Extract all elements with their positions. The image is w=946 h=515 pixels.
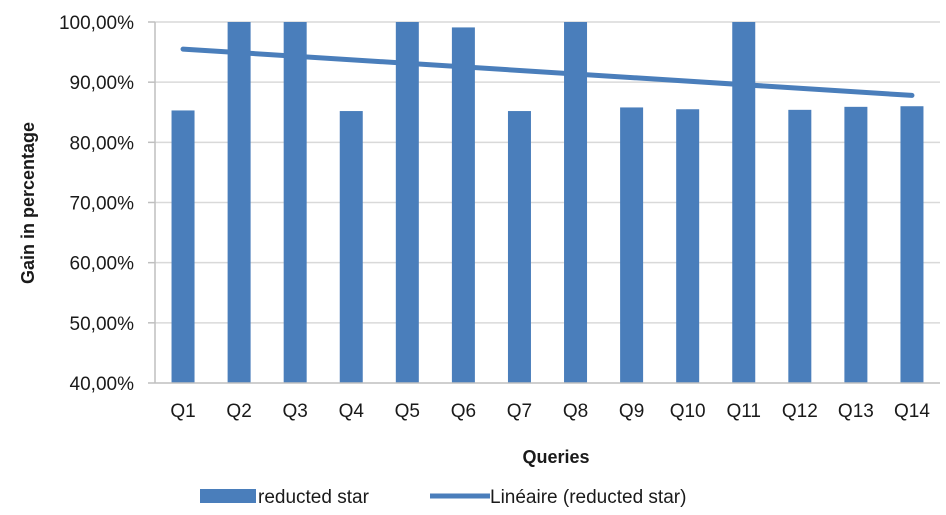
- trendline-layer: [180, 46, 915, 98]
- y-tick-label: 40,00%: [70, 374, 135, 395]
- x-tick-label: Q13: [838, 401, 874, 422]
- y-tick-label: 50,00%: [70, 314, 135, 335]
- x-tick-label: Q8: [563, 401, 588, 422]
- legend-bar-label: reducted star: [258, 487, 370, 508]
- x-tick-label: Q4: [339, 401, 365, 422]
- y-axis-title: Gain in percentage: [18, 122, 38, 284]
- bar: [451, 27, 475, 383]
- y-tick-label: 90,00%: [70, 73, 135, 94]
- bar: [732, 22, 756, 383]
- y-tick-label: 60,00%: [70, 254, 135, 275]
- bar: [564, 22, 588, 383]
- x-tick-label: Q1: [170, 401, 195, 422]
- bar: [900, 106, 924, 383]
- x-tick-label: Q7: [507, 401, 532, 422]
- bar: [283, 22, 307, 383]
- x-tick-label: Q6: [451, 401, 476, 422]
- legend: reducted star Linéaire (reducted star): [200, 487, 686, 508]
- legend-trend-label: Linéaire (reducted star): [490, 487, 686, 508]
- bar: [339, 111, 363, 384]
- x-tick-label: Q10: [670, 401, 706, 422]
- x-tick-label: Q9: [619, 401, 644, 422]
- trendline: [180, 46, 915, 98]
- x-tick-label: Q12: [782, 401, 818, 422]
- bar: [395, 22, 419, 383]
- bar: [620, 107, 644, 383]
- x-axis-title: Queries: [522, 447, 589, 467]
- x-tick-label: Q14: [894, 401, 930, 422]
- x-tick-label: Q2: [226, 401, 251, 422]
- legend-bar-swatch: [200, 489, 256, 503]
- bar: [227, 22, 251, 383]
- y-tick-label: 70,00%: [70, 194, 135, 215]
- x-tick-label: Q3: [282, 401, 307, 422]
- x-tick-label: Q5: [395, 401, 420, 422]
- x-tick-label: Q11: [726, 401, 761, 422]
- axes: 40,00% 50,00% 60,00% 70,00% 80,00% 90,00% 100,…: [59, 13, 940, 422]
- bar-series: [171, 22, 924, 384]
- y-tick-label: 100,00%: [59, 13, 134, 34]
- bar: [844, 106, 868, 384]
- bar: [676, 109, 700, 383]
- bar: [788, 109, 812, 384]
- bar: [171, 110, 195, 383]
- bar: [507, 111, 531, 384]
- y-tick-label: 80,00%: [70, 133, 135, 154]
- gridlines: [155, 21, 940, 324]
